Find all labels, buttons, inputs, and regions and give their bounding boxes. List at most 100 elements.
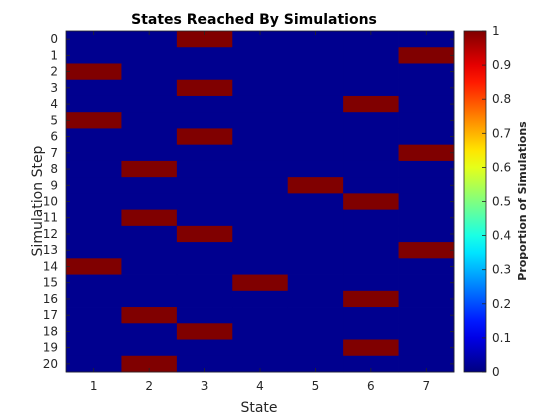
heatmap-cell <box>66 242 122 259</box>
x-axis-label: State <box>240 400 277 416</box>
heatmap-cell <box>398 307 455 324</box>
heatmap-cell <box>176 128 233 146</box>
colorbar-tick-label: 0.4 <box>492 229 511 243</box>
heatmap-cell <box>176 63 233 81</box>
heatmap-cell <box>121 95 178 113</box>
heatmap-cell <box>66 339 122 357</box>
heatmap-cell <box>176 193 233 211</box>
colorbar-tick-label: 0.7 <box>492 126 511 140</box>
heatmap-cell <box>398 323 455 340</box>
y-axis-label: Simulation Step <box>30 145 46 256</box>
heatmap-cell <box>232 112 289 129</box>
heatmap-cell <box>343 31 399 48</box>
heatmap-cell <box>343 209 399 227</box>
heatmap-cell <box>343 128 399 146</box>
heatmap-cell <box>66 31 122 48</box>
y-tick-label: 13 <box>43 243 58 257</box>
heatmap-cell <box>232 307 289 324</box>
heatmap-cell <box>121 31 178 48</box>
heatmap-cell <box>121 47 178 64</box>
y-tick-label: 10 <box>43 195 58 209</box>
heatmap-cell <box>66 177 122 194</box>
heatmap-cell <box>287 47 344 64</box>
heatmap-cell <box>176 95 233 113</box>
heatmap-cell <box>121 128 178 146</box>
heatmap-cell <box>343 193 399 211</box>
heatmap-cell <box>121 355 178 373</box>
heatmap-cell <box>66 258 122 275</box>
heatmap-cell <box>343 47 399 64</box>
heatmap-cell <box>398 47 455 64</box>
heatmap-cell <box>121 242 178 259</box>
heatmap-cell <box>343 290 399 308</box>
heatmap-cell <box>232 339 289 357</box>
heatmap-cell <box>232 79 289 97</box>
heatmap-cells <box>66 31 455 373</box>
x-tick-label: 1 <box>90 379 98 393</box>
colorbar-tick-label: 0.5 <box>492 195 511 209</box>
heatmap-cell <box>66 112 122 129</box>
heatmap-cell <box>343 63 399 81</box>
heatmap-cell <box>232 177 289 194</box>
heatmap-cell <box>287 144 344 162</box>
heatmap-cell <box>232 355 289 373</box>
heatmap-cell <box>232 31 289 48</box>
heatmap-cell <box>343 95 399 113</box>
heatmap-cell <box>121 112 178 129</box>
heatmap-cell <box>66 128 122 146</box>
y-tick-label: 2 <box>50 65 58 79</box>
heatmap-cell <box>287 128 344 146</box>
colorbar-tick-label: 0.8 <box>492 92 511 106</box>
heatmap-cell <box>398 63 455 81</box>
y-tick-label: 9 <box>50 178 58 192</box>
heatmap-cell <box>287 209 344 227</box>
heatmap-cell <box>232 258 289 275</box>
heatmap-cell <box>232 225 289 243</box>
heatmap-cell <box>232 63 289 81</box>
heatmap-cell <box>66 79 122 97</box>
colorbar-tick-label: 0.1 <box>492 331 511 345</box>
heatmap-cell <box>176 339 233 357</box>
heatmap-cell <box>398 95 455 113</box>
x-tick-label: 5 <box>312 379 320 393</box>
heatmap-cell <box>343 258 399 275</box>
y-tick-label: 15 <box>43 276 58 290</box>
y-tick-label: 14 <box>43 259 58 273</box>
heatmap-cell <box>398 31 455 48</box>
heatmap-cell <box>232 144 289 162</box>
heatmap-cell <box>176 160 233 178</box>
heatmap-cell <box>232 323 289 340</box>
heatmap-cell <box>121 144 178 162</box>
heatmap-cell <box>343 160 399 178</box>
heatmap-cell <box>176 290 233 308</box>
heatmap-cell <box>287 193 344 211</box>
heatmap-cell <box>66 225 122 243</box>
heatmap-cell <box>176 47 233 64</box>
heatmap-cell <box>232 274 289 292</box>
heatmap-cell <box>398 274 455 292</box>
heatmap-cell <box>398 339 455 357</box>
heatmap-cell <box>287 225 344 243</box>
heatmap-cell <box>398 128 455 146</box>
y-tick-label: 17 <box>43 308 58 322</box>
colorbar-tick-label: 1 <box>492 24 500 38</box>
heatmap-cell <box>343 323 399 340</box>
heatmap-cell <box>121 307 178 324</box>
x-tick-label: 6 <box>367 379 375 393</box>
heatmap-cell <box>287 290 344 308</box>
heatmap-cell <box>343 225 399 243</box>
heatmap-cell <box>287 242 344 259</box>
colorbar-label: Proportion of Simulations <box>516 121 529 281</box>
y-tick-label: 8 <box>50 162 58 176</box>
heatmap-cell <box>66 209 122 227</box>
heatmap-cell <box>232 47 289 64</box>
heatmap-cell <box>287 177 344 194</box>
heatmap-cell <box>66 307 122 324</box>
heatmap-cell <box>343 355 399 373</box>
colorbar-tick-label: 0.6 <box>492 160 511 174</box>
heatmap-cell <box>398 355 455 373</box>
heatmap-cell <box>121 274 178 292</box>
heatmap-cell <box>66 47 122 64</box>
